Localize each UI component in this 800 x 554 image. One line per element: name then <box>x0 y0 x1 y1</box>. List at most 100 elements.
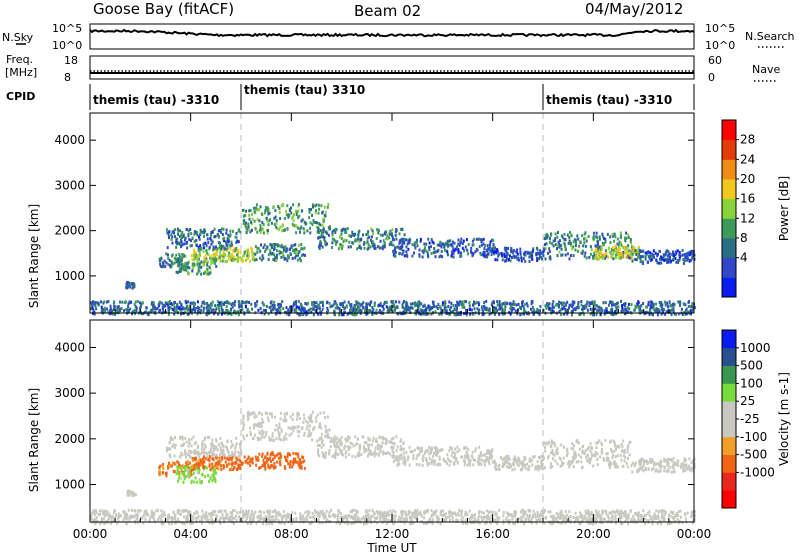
range-cell <box>581 450 584 454</box>
range-cell <box>558 303 560 307</box>
range-cell <box>242 254 245 258</box>
range-cell <box>421 463 424 467</box>
range-cell <box>622 302 625 306</box>
range-cell <box>609 241 612 245</box>
range-cell <box>627 233 630 237</box>
range-cell <box>401 303 404 307</box>
range-cell <box>282 438 285 442</box>
range-cell <box>494 309 497 313</box>
range-cell <box>544 449 547 453</box>
range-cell <box>562 461 565 465</box>
range-cell <box>307 310 310 314</box>
range-cell <box>289 462 292 466</box>
range-cell <box>246 457 249 461</box>
range-cell <box>425 242 428 246</box>
range-cell <box>314 221 317 224</box>
range-cell <box>182 443 184 447</box>
range-cell <box>303 466 306 470</box>
range-cell <box>631 247 634 251</box>
range-cell <box>316 305 319 309</box>
range-cell <box>454 447 457 451</box>
range-cell <box>436 447 439 451</box>
range-cell <box>252 410 255 414</box>
range-cell <box>103 300 106 304</box>
range-cell <box>524 259 527 263</box>
range-cell <box>201 230 203 234</box>
range-cell <box>203 460 206 464</box>
range-cell <box>391 235 394 239</box>
range-cell <box>210 254 213 258</box>
range-cell <box>638 468 641 472</box>
range-cell <box>438 449 441 453</box>
range-cell <box>249 433 252 437</box>
range-cell <box>177 476 180 480</box>
range-cell <box>309 414 312 418</box>
range-cell <box>318 222 320 226</box>
range-cell <box>624 519 627 523</box>
range-cell <box>411 254 414 258</box>
range-cell <box>278 432 281 436</box>
range-cell <box>598 308 601 312</box>
range-cell <box>298 460 301 464</box>
range-cell <box>293 460 296 464</box>
range-cell <box>645 310 648 314</box>
range-cell <box>578 447 581 451</box>
range-cell <box>414 246 417 250</box>
range-cell <box>621 310 624 314</box>
range-cell <box>219 250 222 254</box>
range-cell <box>203 447 206 451</box>
range-cell <box>190 444 193 448</box>
range-cell <box>417 300 420 304</box>
range-cell <box>298 412 300 416</box>
range-cell <box>258 411 261 415</box>
range-cell <box>270 305 273 309</box>
range-cell <box>279 303 282 306</box>
range-cell <box>315 209 317 213</box>
range-cell <box>551 309 554 313</box>
range-cell <box>625 251 627 255</box>
range-cell <box>176 468 179 472</box>
range-cell <box>210 442 213 446</box>
range-cell <box>435 451 438 455</box>
range-cell <box>497 254 500 258</box>
range-cell <box>113 300 116 304</box>
range-cell <box>291 256 294 260</box>
range-cell <box>199 458 202 462</box>
range-cell <box>668 458 671 461</box>
range-cell <box>394 233 397 237</box>
range-cell <box>257 247 260 250</box>
range-cell <box>180 307 183 311</box>
range-cell <box>297 215 299 219</box>
range-cell <box>418 463 421 467</box>
range-cell <box>344 521 347 525</box>
range-cell <box>344 444 347 448</box>
range-cell <box>266 457 269 461</box>
range-cell <box>214 480 217 484</box>
range-cell <box>623 451 626 455</box>
range-cell <box>376 245 379 249</box>
range-cell <box>596 236 599 240</box>
range-cell <box>276 307 279 311</box>
range-cell <box>291 460 294 464</box>
range-cell <box>655 307 658 310</box>
range-cell <box>255 463 258 467</box>
range-cell <box>130 283 133 286</box>
range-cell <box>493 249 496 252</box>
range-cell <box>496 258 499 262</box>
range-cell <box>484 522 487 526</box>
range-cell <box>684 458 687 462</box>
range-cell <box>315 301 318 305</box>
range-cell <box>236 251 239 255</box>
range-cell <box>129 307 132 311</box>
range-cell <box>247 461 249 465</box>
range-cell <box>348 240 351 244</box>
range-cell <box>393 238 395 242</box>
range-cell <box>278 461 281 465</box>
range-cell <box>212 457 215 461</box>
range-cell <box>165 446 168 450</box>
range-cell <box>419 308 422 312</box>
range-cell <box>299 308 302 312</box>
range-cell <box>187 229 190 233</box>
range-cell <box>227 462 230 466</box>
range-cell <box>379 304 382 308</box>
